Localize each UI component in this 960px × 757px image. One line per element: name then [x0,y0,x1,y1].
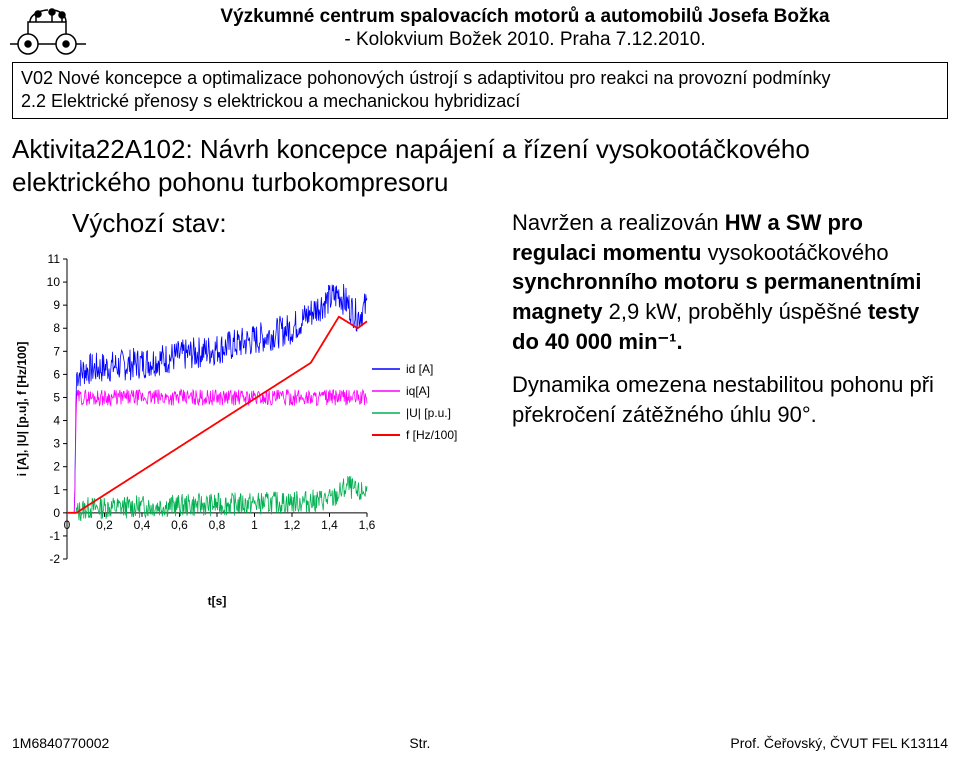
right-para-2: Dynamika omezena nestabilitou pohonu při… [512,370,948,429]
svg-text:iq[A]: iq[A] [406,384,430,398]
svg-text:0,4: 0,4 [134,518,151,532]
svg-text:0: 0 [64,518,71,532]
header-sub: - Kolokvium Božek 2010. Praha 7.12.2010. [98,29,952,52]
svg-text:1,2: 1,2 [284,518,301,532]
svg-text:11: 11 [48,252,61,266]
svg-text:2: 2 [53,460,60,474]
svg-text:t[s]: t[s] [208,594,227,608]
right-column: Navržen a realizován HW a SW pro regulac… [492,208,948,444]
svg-text:id [A]: id [A] [406,362,433,376]
footer-left: 1M6840770002 [12,735,109,751]
content-row: Výchozí stav: -2 -1 0 1 2 3 4 5 6 7 8 9 10 11 0 0,2 0,4 0… [12,202,948,609]
svg-text:0: 0 [53,506,60,520]
svg-text:9: 9 [53,298,60,312]
svg-text:1,4: 1,4 [321,518,338,532]
left-column: Výchozí stav: -2 -1 0 1 2 3 4 5 6 7 8 9 10 11 0 0,2 0,4 0… [12,202,492,609]
title-block: Výzkumné centrum spalovacích motorů a au… [98,4,952,52]
svg-text:1,6: 1,6 [359,518,376,532]
header: Výzkumné centrum spalovacích motorů a au… [0,0,960,56]
svg-text:10: 10 [47,275,61,289]
logo-icon [8,4,88,56]
svg-text:-1: -1 [49,529,60,543]
svg-text:i [A], |U| [p.u], f [Hz/100]: i [A], |U| [p.u], f [Hz/100] [15,342,29,477]
footer: 1M6840770002 Str. Prof. Čeřovský, ČVUT F… [12,735,948,751]
left-subtitle: Výchozí stav: [72,208,492,239]
chart-wrap: -2 -1 0 1 2 3 4 5 6 7 8 9 10 11 0 0,2 0,4 0,6 0,8 1 1,2 1,4 1,… [12,249,492,609]
svg-text:7: 7 [53,344,60,358]
subhead-line2: 2.2 Elektrické přenosy s elektrickou a m… [21,90,939,113]
svg-text:-2: -2 [49,552,60,566]
svg-text:0,8: 0,8 [209,518,226,532]
svg-text:4: 4 [53,414,60,428]
header-main: Výzkumné centrum spalovacích motorů a au… [98,6,952,29]
svg-text:1: 1 [251,518,258,532]
svg-text:5: 5 [53,390,60,404]
svg-text:|U| [p.u.]: |U| [p.u.] [406,406,451,420]
svg-text:3: 3 [53,437,60,451]
svg-text:8: 8 [53,321,60,335]
svg-text:1: 1 [53,483,60,497]
chart: -2 -1 0 1 2 3 4 5 6 7 8 9 10 11 0 0,2 0,4 0,6 0,8 1 1,2 1,4 1,… [12,249,492,609]
svg-text:0,2: 0,2 [96,518,113,532]
subhead-line1: V02 Nové koncepce a optimalizace pohonov… [21,67,939,90]
subhead-box: V02 Nové koncepce a optimalizace pohonov… [12,62,948,119]
right-para-1: Navržen a realizován HW a SW pro regulac… [512,208,948,356]
footer-right: Prof. Čeřovský, ČVUT FEL K13114 [730,735,948,751]
svg-text:f [Hz/100]: f [Hz/100] [406,428,457,442]
svg-text:6: 6 [53,367,60,381]
section-title: Aktivita22A102: Návrh koncepce napájení … [12,133,948,198]
svg-text:0,6: 0,6 [171,518,188,532]
footer-center: Str. [409,735,430,751]
